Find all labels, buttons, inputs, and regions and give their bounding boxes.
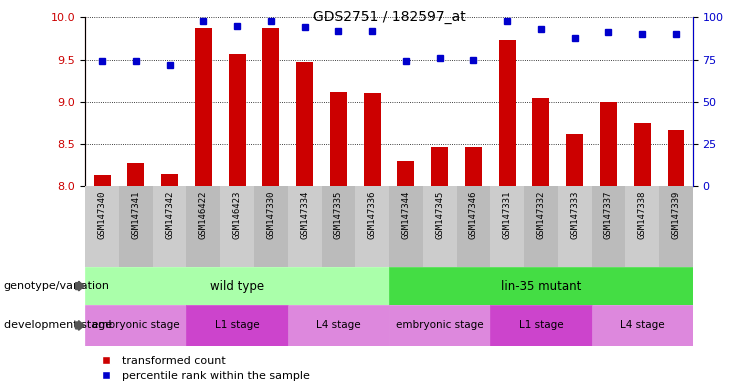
Bar [431,147,448,186]
Bar [322,186,355,267]
Text: GSM147341: GSM147341 [131,190,140,238]
Bar [397,161,414,186]
Text: embryonic stage: embryonic stage [92,320,179,331]
Bar [93,175,110,186]
Bar [254,186,288,267]
Text: L4 stage: L4 stage [620,320,665,331]
Bar [499,40,516,186]
Text: L4 stage: L4 stage [316,320,361,331]
Bar [119,186,153,267]
Bar [566,134,583,186]
Text: GSM147336: GSM147336 [368,190,376,238]
Text: GDS2751 / 182597_at: GDS2751 / 182597_at [313,10,465,23]
Bar [220,186,254,267]
Bar [161,174,178,186]
Bar [330,92,347,186]
Bar [491,305,591,346]
Text: GSM147345: GSM147345 [435,190,444,238]
Text: GSM147337: GSM147337 [604,190,613,238]
Text: GSM147344: GSM147344 [402,190,411,238]
Bar [288,186,322,267]
Bar [591,186,625,267]
Legend: transformed count, percentile rank within the sample: transformed count, percentile rank withi… [90,351,314,384]
Bar [127,164,144,186]
Text: lin-35 mutant: lin-35 mutant [501,280,581,293]
Bar [296,62,313,186]
Text: GSM147332: GSM147332 [536,190,545,238]
Text: GSM147346: GSM147346 [469,190,478,238]
Text: GSM146422: GSM146422 [199,190,208,238]
Text: development stage: development stage [4,320,112,331]
Bar [600,102,617,186]
Bar [389,186,423,267]
Bar [364,93,381,186]
Bar [187,305,288,346]
Bar [288,305,389,346]
Text: GSM146423: GSM146423 [233,190,242,238]
Bar [262,28,279,186]
Text: GSM147342: GSM147342 [165,190,174,238]
Bar [524,186,558,267]
Bar [533,98,549,186]
Text: GSM147331: GSM147331 [502,190,512,238]
Bar [85,186,119,267]
Bar [659,186,693,267]
Bar [423,186,456,267]
Bar [591,305,693,346]
Text: GSM147330: GSM147330 [266,190,276,238]
Text: L1 stage: L1 stage [215,320,259,331]
Bar [389,267,693,305]
Text: GSM147335: GSM147335 [334,190,343,238]
Bar [195,28,212,186]
Text: genotype/variation: genotype/variation [4,281,110,291]
Text: GSM147333: GSM147333 [570,190,579,238]
Bar [558,186,591,267]
Bar [85,305,187,346]
Bar [355,186,389,267]
Bar [465,147,482,186]
Bar [187,186,220,267]
Bar [668,131,685,186]
Text: embryonic stage: embryonic stage [396,320,483,331]
Bar [491,186,524,267]
Bar [85,267,389,305]
Bar [456,186,491,267]
Text: GSM147334: GSM147334 [300,190,309,238]
Bar [634,123,651,186]
Text: GSM147338: GSM147338 [638,190,647,238]
Text: GSM147339: GSM147339 [671,190,680,238]
Text: wild type: wild type [210,280,265,293]
Bar [625,186,659,267]
Text: L1 stage: L1 stage [519,320,563,331]
Text: GSM147340: GSM147340 [98,190,107,238]
Bar [229,54,245,186]
Bar [389,305,491,346]
Bar [153,186,187,267]
